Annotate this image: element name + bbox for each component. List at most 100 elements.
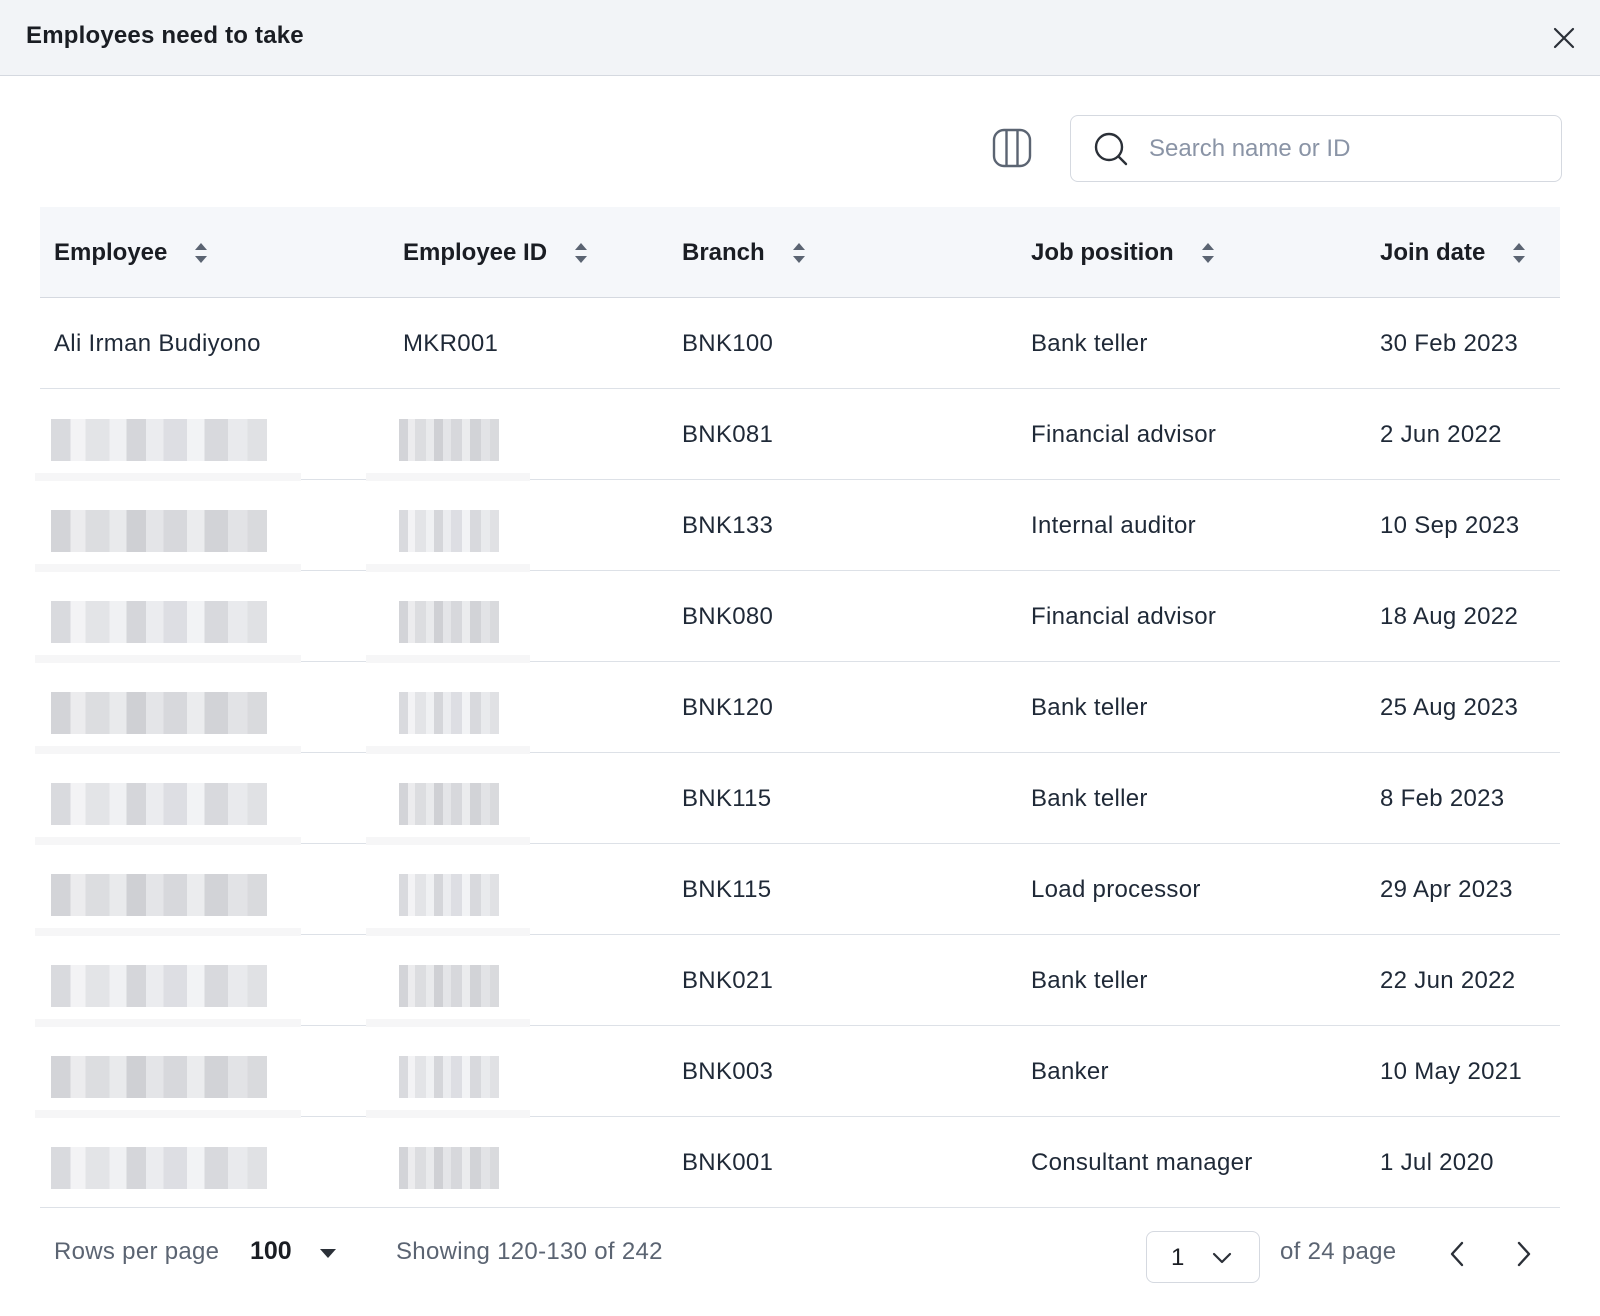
- column-header-join-date[interactable]: Join date: [1380, 207, 1527, 298]
- redacted-employee-id: [399, 419, 499, 461]
- redacted-employee-name: [51, 419, 267, 461]
- redaction-blur: [35, 837, 301, 845]
- close-icon: [1553, 27, 1575, 49]
- search-input[interactable]: [1149, 126, 1545, 172]
- sort-icon[interactable]: [573, 240, 589, 266]
- redaction-blur: [35, 564, 301, 572]
- caret-down-icon[interactable]: [318, 1246, 338, 1260]
- previous-page-button[interactable]: [1438, 1234, 1478, 1274]
- redaction-blur: [35, 655, 301, 663]
- redacted-employee-name: [51, 783, 267, 825]
- column-header-job-position[interactable]: Job position: [1031, 207, 1216, 298]
- redaction-blur: [35, 928, 301, 936]
- redacted-employee-id: [399, 874, 499, 916]
- table-row[interactable]: BNK115 Bank teller 8 Feb 2023: [35, 753, 1560, 845]
- redaction-blur: [35, 746, 301, 754]
- cell-branch: BNK100: [682, 329, 774, 357]
- cell-join-date: 2 Jun 2022: [1380, 420, 1502, 448]
- redaction-blur: [35, 473, 301, 481]
- sort-icon[interactable]: [193, 240, 209, 266]
- table-row[interactable]: BNK115 Load processor 29 Apr 2023: [35, 844, 1560, 936]
- column-header-employee-id[interactable]: Employee ID: [403, 207, 589, 298]
- cell-branch: BNK115: [682, 875, 772, 903]
- search-box[interactable]: [1070, 115, 1562, 182]
- table-row[interactable]: Ali Irman Budiyono MKR001 BNK100 Bank telle…: [40, 298, 1560, 389]
- page-select-value: 1: [1171, 1244, 1185, 1271]
- redacted-employee-id: [399, 1056, 499, 1098]
- column-header-label: Job position: [1031, 238, 1174, 266]
- cell-branch: BNK003: [682, 1057, 774, 1085]
- table-row[interactable]: BNK080 Financial advisor 18 Aug 2022: [35, 571, 1560, 663]
- employees-table: Employee Employee ID Branch Job position Joi…: [35, 207, 1560, 1208]
- cell-employee-id: MKR001: [403, 329, 499, 357]
- sort-icon[interactable]: [791, 240, 807, 266]
- cell-job-position: Banker: [1031, 1057, 1109, 1085]
- close-button[interactable]: [1546, 20, 1582, 56]
- redaction-blur: [366, 1110, 530, 1118]
- chevron-down-icon: [1212, 1252, 1232, 1264]
- cell-job-position: Consultant manager: [1031, 1148, 1253, 1176]
- redacted-employee-name: [51, 1056, 267, 1098]
- redacted-employee-id: [399, 965, 499, 1007]
- rows-per-page-label: Rows per page: [54, 1238, 220, 1265]
- cell-join-date: 30 Feb 2023: [1380, 329, 1519, 357]
- redacted-employee-id: [399, 692, 499, 734]
- redacted-employee-id: [399, 601, 499, 643]
- sort-icon[interactable]: [1511, 240, 1527, 266]
- table-row[interactable]: BNK120 Bank teller 25 Aug 2023: [35, 662, 1560, 754]
- next-page-button[interactable]: [1503, 1234, 1543, 1274]
- redaction-blur: [366, 1019, 530, 1027]
- showing-range-text: Showing 120-130 of 242: [396, 1238, 663, 1265]
- redacted-employee-name: [51, 692, 267, 734]
- cell-employee: Ali Irman Budiyono: [54, 329, 261, 357]
- cell-join-date: 10 Sep 2023: [1380, 511, 1520, 539]
- cell-join-date: 1 Jul 2020: [1380, 1148, 1494, 1176]
- cell-branch: BNK021: [682, 966, 774, 994]
- pagination-footer: Rows per page 100 Showing 120-130 of 242…: [0, 1210, 1600, 1290]
- cell-branch: BNK081: [682, 420, 774, 448]
- redaction-blur: [366, 473, 530, 481]
- redaction-blur: [366, 746, 530, 754]
- search-icon: [1094, 132, 1128, 166]
- cell-join-date: 29 Apr 2023: [1380, 875, 1513, 903]
- cell-job-position: Load processor: [1031, 875, 1201, 903]
- rows-per-page-value[interactable]: 100: [250, 1237, 292, 1265]
- table-row[interactable]: BNK001 Consultant manager 1 Jul 2020: [40, 1117, 1560, 1208]
- chevron-left-icon: [1450, 1241, 1464, 1267]
- table-row[interactable]: BNK133 Internal auditor 10 Sep 2023: [35, 480, 1560, 572]
- cell-job-position: Bank teller: [1031, 693, 1148, 721]
- column-header-employee[interactable]: Employee: [54, 207, 209, 298]
- cell-job-position: Financial advisor: [1031, 420, 1217, 448]
- columns-toggle-button[interactable]: [990, 126, 1034, 170]
- redaction-blur: [366, 564, 530, 572]
- table-header: Employee Employee ID Branch Job position Joi…: [40, 207, 1560, 298]
- cell-branch: BNK001: [682, 1148, 774, 1176]
- redacted-employee-name: [51, 510, 267, 552]
- column-header-label: Branch: [682, 238, 765, 266]
- redaction-blur: [366, 837, 530, 845]
- redacted-employee-name: [51, 1147, 267, 1189]
- cell-job-position: Internal auditor: [1031, 511, 1196, 539]
- cell-join-date: 22 Jun 2022: [1380, 966, 1516, 994]
- redacted-employee-id: [399, 510, 499, 552]
- redaction-blur: [35, 1110, 301, 1118]
- column-header-branch[interactable]: Branch: [682, 207, 807, 298]
- sort-icon[interactable]: [1200, 240, 1216, 266]
- cell-branch: BNK080: [682, 602, 774, 630]
- column-header-label: Employee: [54, 238, 168, 266]
- page-select[interactable]: 1: [1146, 1231, 1260, 1283]
- table-row[interactable]: BNK081 Financial advisor 2 Jun 2022: [35, 389, 1560, 481]
- chevron-right-icon: [1517, 1241, 1531, 1267]
- cell-branch: BNK115: [682, 784, 772, 812]
- table-body: Ali Irman Budiyono MKR001 BNK100 Bank telle…: [35, 298, 1560, 1208]
- total-pages-text: of 24 page: [1280, 1238, 1397, 1265]
- table-row[interactable]: BNK003 Banker 10 May 2021: [35, 1026, 1560, 1118]
- redacted-employee-name: [51, 874, 267, 916]
- table-row[interactable]: BNK021 Bank teller 22 Jun 2022: [35, 935, 1560, 1027]
- redaction-blur: [35, 1019, 301, 1027]
- cell-join-date: 18 Aug 2022: [1380, 602, 1519, 630]
- cell-job-position: Bank teller: [1031, 329, 1148, 357]
- cell-job-position: Financial advisor: [1031, 602, 1217, 630]
- columns-icon: [992, 128, 1032, 168]
